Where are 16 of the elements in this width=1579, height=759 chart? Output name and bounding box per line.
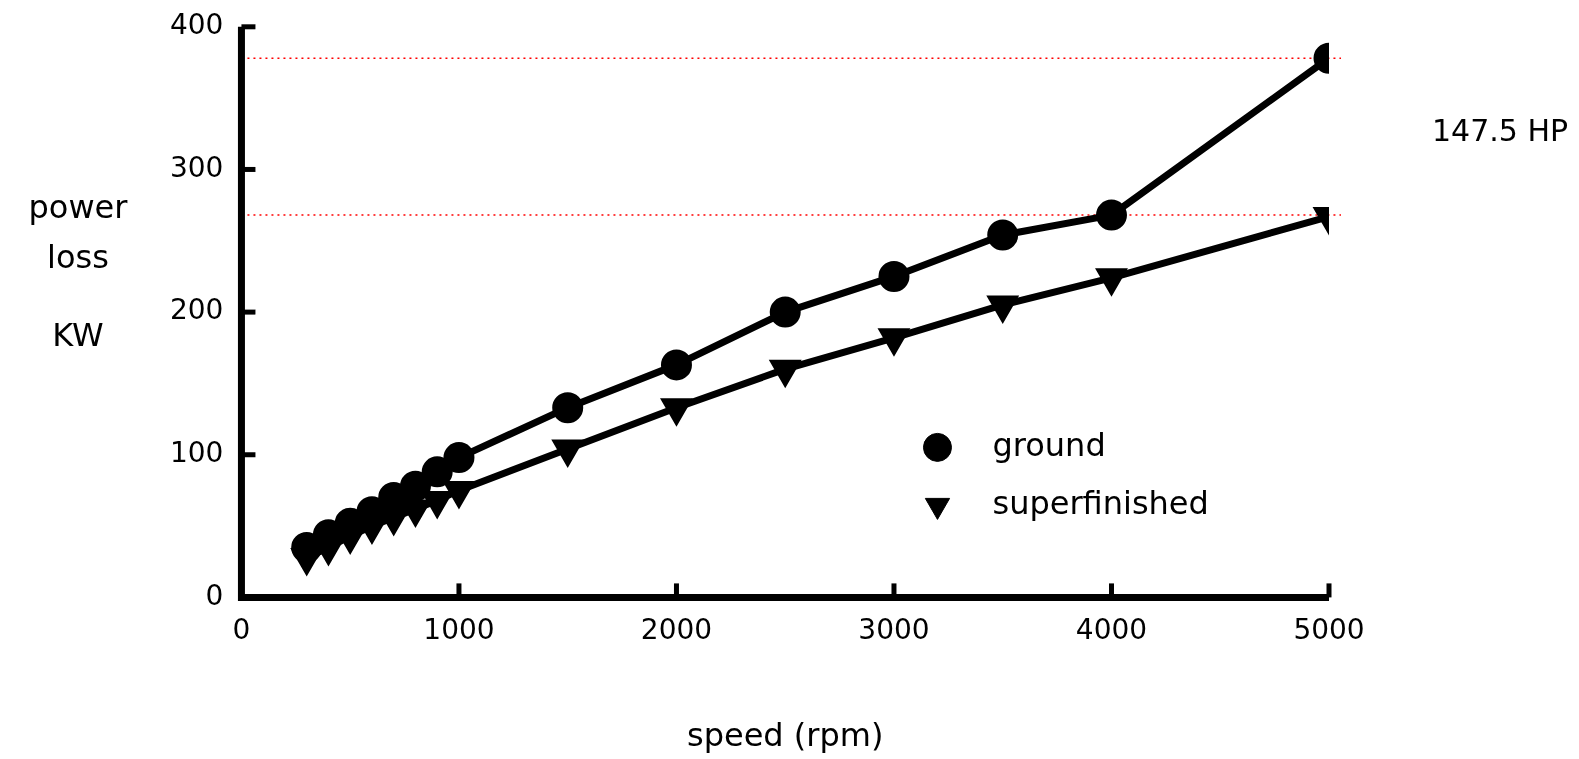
legend-label: superfinished (992, 483, 1209, 522)
y-tick-label: 200 (169, 293, 224, 327)
x-tick-label: 1000 (423, 613, 495, 647)
x-tick-label: 3000 (858, 613, 930, 647)
text: power loss KW (28, 188, 128, 355)
x-tick-label: 2000 (640, 613, 713, 647)
x-tick-label: 5000 (1293, 613, 1365, 647)
y-tick-label: 400 (169, 8, 224, 42)
x-tick-label: 4000 (1075, 613, 1148, 647)
y-tick-label: 0 (205, 578, 224, 612)
legend-label: ground (992, 425, 1106, 464)
y-tick-label: 100 (169, 436, 224, 470)
text: 147.5 HP (1431, 112, 1569, 148)
x-tick-label: 0 (232, 613, 251, 647)
x-axis-title: speed (rpm) (687, 716, 884, 755)
y-tick-label: 300 (169, 150, 224, 184)
